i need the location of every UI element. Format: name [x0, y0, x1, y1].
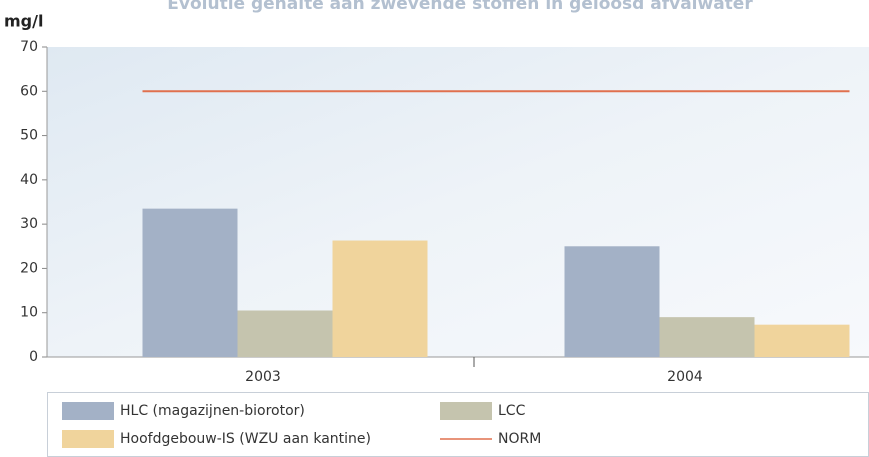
- y-tick-label: 0: [29, 349, 38, 365]
- bar: [659, 317, 755, 357]
- y-tick-label: 10: [20, 305, 38, 321]
- y-tick-label: 60: [20, 83, 38, 99]
- legend-label: Hoofdgebouw-IS (WZU aan kantine): [120, 431, 371, 447]
- legend-swatch: [62, 402, 114, 420]
- y-tick-label: 70: [20, 39, 38, 55]
- y-axis-label: mg/l: [4, 12, 43, 31]
- legend-swatch: [440, 402, 492, 420]
- legend-label: NORM: [498, 431, 541, 447]
- bar: [332, 240, 428, 357]
- chart-title: Evolutie gehalte aan zwevende stoffen in…: [167, 0, 753, 14]
- bar: [564, 246, 660, 357]
- legend-label: LCC: [498, 403, 526, 419]
- y-tick-label: 40: [20, 172, 38, 188]
- bar: [237, 310, 333, 357]
- bar: [142, 208, 238, 357]
- y-tick-label: 20: [20, 260, 38, 276]
- legend-label: HLC (magazijnen-biorotor): [120, 403, 305, 419]
- x-tick-label: 2003: [245, 369, 281, 385]
- y-tick-label: 50: [20, 128, 38, 144]
- legend-swatch: [62, 430, 114, 448]
- x-tick-label: 2004: [667, 369, 703, 385]
- y-tick-label: 30: [20, 216, 38, 232]
- bar: [754, 324, 850, 357]
